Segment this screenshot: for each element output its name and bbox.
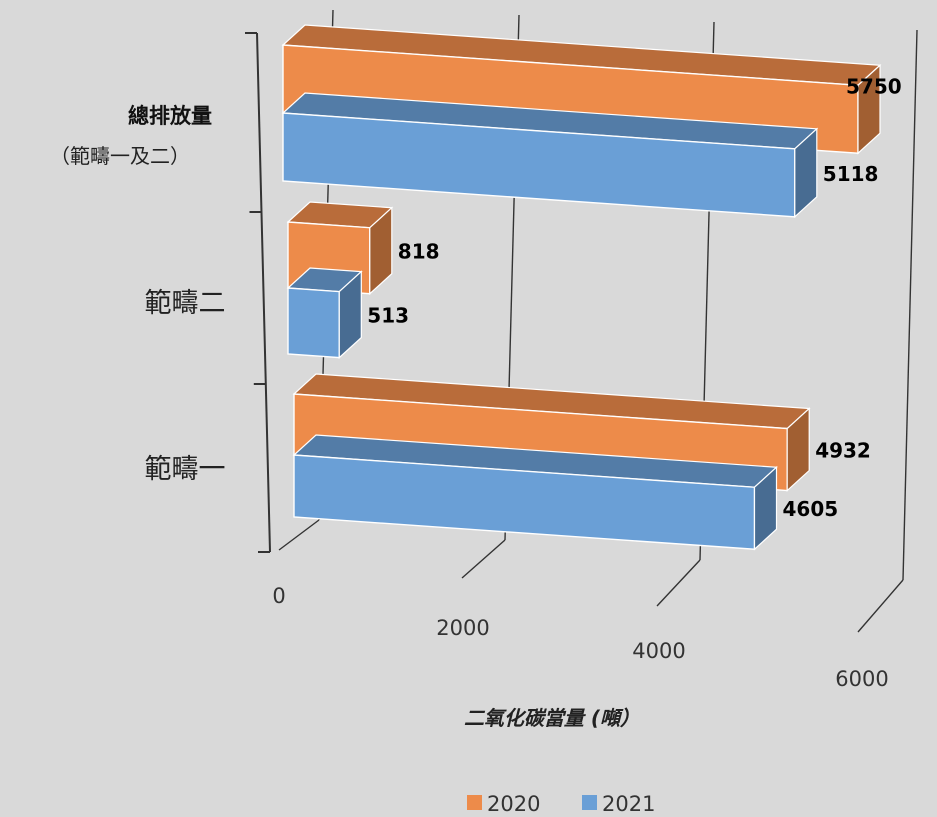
bar-2021-0: [281, 92, 819, 219]
gridline-floor-2000: [461, 539, 506, 579]
data-label-2020-0: 5750: [846, 74, 902, 98]
legend: 2020 2021: [467, 792, 655, 816]
bar-2021-2: [292, 434, 778, 551]
data-label-2021-1: 513: [367, 304, 409, 328]
x-axis-title: 二氧化碳當量 (噸）: [464, 706, 640, 730]
gridline-back-6000: [902, 29, 918, 581]
category-label-scope1: 範疇一: [145, 454, 226, 485]
gridline-floor-0: [278, 519, 320, 551]
legend-label-2021: 2021: [602, 792, 655, 816]
bar-2021-1: [286, 267, 363, 359]
x-tick-6000: 6000: [835, 667, 888, 691]
legend-swatch-2021: [582, 795, 597, 810]
data-labels: 5750 5118 818 513 4932 4605: [367, 74, 901, 521]
y-axis-line: [256, 32, 271, 553]
category-label-scope2: 範疇二: [145, 288, 226, 319]
data-label-2020-1: 818: [398, 240, 440, 264]
bar-end-face: [857, 63, 881, 155]
legend-label-2020: 2020: [487, 792, 540, 816]
data-label-2021-0: 5118: [823, 162, 879, 186]
x-tick-2000: 2000: [436, 616, 489, 640]
bar-end-face: [753, 465, 778, 551]
bar-end-face: [786, 407, 810, 492]
y-axis: [245, 32, 271, 553]
x-tick-0: 0: [272, 584, 285, 608]
bars: [281, 24, 882, 551]
gridline-floor-6000: [857, 579, 904, 633]
bar-end-face: [369, 206, 393, 296]
bar-end-face: [794, 127, 818, 219]
data-label-2021-2: 4605: [783, 497, 839, 521]
category-label-total: 總排放量: [128, 104, 212, 128]
x-tick-4000: 4000: [632, 639, 685, 663]
bar-end-face: [338, 270, 362, 359]
category-label-total-sub: （範疇一及二）: [50, 144, 190, 168]
gridline-floor-4000: [656, 559, 701, 607]
legend-swatch-2020: [467, 795, 482, 810]
data-label-2020-2: 4932: [815, 439, 871, 463]
bar-front-face: [287, 287, 340, 359]
